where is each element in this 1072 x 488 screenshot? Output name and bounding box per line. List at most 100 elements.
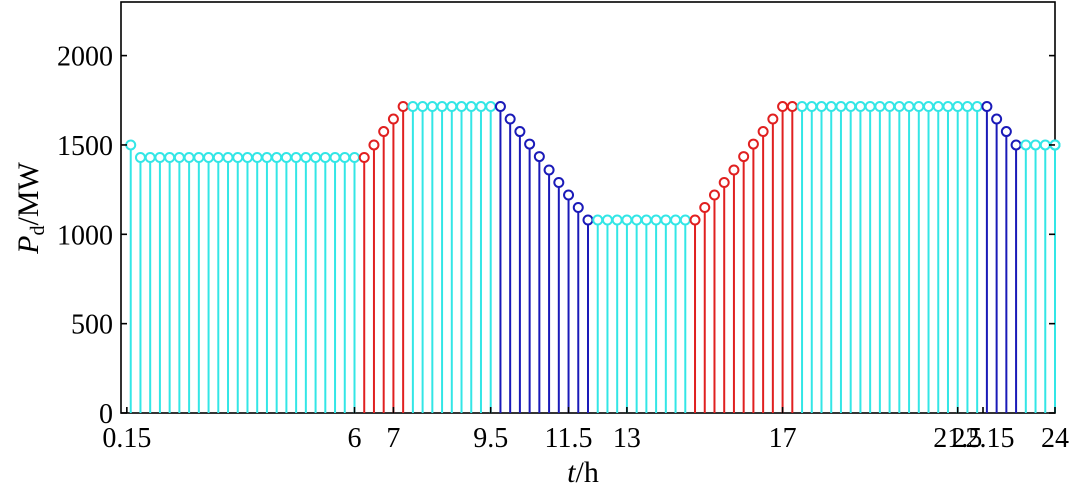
stem-marker — [222, 151, 234, 163]
stem-marker — [601, 214, 613, 226]
stem-marker — [387, 113, 399, 125]
stem-marker — [660, 214, 672, 226]
stem-marker — [621, 214, 633, 226]
stem-marker — [971, 101, 983, 113]
stem-marker — [942, 101, 954, 113]
x-tick-label: 11.5 — [545, 423, 593, 454]
stem-marker — [854, 101, 866, 113]
stem-marker — [183, 151, 195, 163]
stem-marker — [319, 151, 331, 163]
stem-marker — [708, 189, 720, 201]
stem-marker — [290, 151, 302, 163]
stem-marker — [806, 101, 818, 113]
stem-marker — [154, 151, 166, 163]
stem-marker — [407, 101, 419, 113]
y-axis-unit: /MW — [12, 161, 45, 225]
stem-marker — [757, 126, 769, 138]
stem-marker — [134, 151, 146, 163]
stem-marker — [631, 214, 643, 226]
stem-marker — [991, 113, 1003, 125]
x-tick-label: 6 — [348, 423, 362, 454]
y-axis: 0 500 1000 1500 2000 — [57, 42, 1055, 430]
y-tick-label: 500 — [71, 310, 113, 341]
x-axis-variable: t — [567, 456, 576, 488]
stem-marker — [845, 101, 857, 113]
x-tick-label: 7 — [386, 423, 400, 454]
stem-marker — [475, 101, 487, 113]
stem-marker — [825, 101, 837, 113]
stem-marker — [923, 101, 935, 113]
stem-marker — [397, 101, 409, 113]
x-tick-label: 24 — [1041, 423, 1069, 454]
stem-marker — [738, 151, 750, 163]
stem-marker — [767, 113, 779, 125]
x-axis-unit: /h — [576, 456, 599, 488]
stem-marker — [952, 101, 964, 113]
stem-marker — [1020, 139, 1032, 151]
stem-marker — [679, 214, 691, 226]
stem-marker — [533, 151, 545, 163]
stem-marker — [310, 151, 322, 163]
stem-marker — [368, 139, 380, 151]
stem-marker — [329, 151, 341, 163]
stem-marker — [446, 101, 458, 113]
stem-marker — [553, 176, 565, 188]
stem-marker — [193, 151, 205, 163]
stem-marker — [504, 113, 516, 125]
stem-marker — [251, 151, 263, 163]
stem-marker — [961, 101, 973, 113]
stem-marker — [670, 214, 682, 226]
stem-marker — [592, 214, 604, 226]
stem-marker — [699, 202, 711, 213]
stem-marker — [339, 151, 351, 163]
stem-marker — [164, 151, 176, 163]
y-axis-subscript: d — [27, 226, 49, 236]
stem-marker — [728, 164, 740, 176]
y-tick-label: 2000 — [57, 42, 113, 73]
stem-marker — [913, 101, 925, 113]
stem-marker — [300, 151, 312, 163]
stem-marker — [514, 126, 526, 138]
stem-marker — [1010, 139, 1022, 151]
stem-marker — [981, 101, 993, 113]
stem-marker — [358, 151, 370, 163]
stem-marker — [893, 101, 905, 113]
stem-marker — [932, 101, 944, 113]
stem-marker — [144, 151, 156, 163]
y-tick-label: 0 — [99, 399, 113, 430]
stem-marker — [1000, 126, 1012, 138]
stem-marker — [378, 126, 390, 138]
stem-marker — [747, 138, 759, 150]
stem-marker — [125, 139, 137, 151]
stem-marker — [611, 214, 623, 226]
stem-marker — [271, 151, 283, 163]
stem-marker — [718, 176, 730, 188]
stem-marker — [426, 101, 438, 113]
stem-marker — [816, 101, 827, 113]
stem-marker — [456, 101, 468, 113]
y-axis-variable: P — [12, 236, 45, 255]
stem-marker — [640, 214, 652, 226]
stem-marker — [572, 202, 584, 213]
stem-marker — [582, 214, 594, 226]
stem-marker — [417, 101, 429, 113]
x-tick-label: 9.5 — [473, 423, 508, 454]
stem-marker — [280, 151, 292, 163]
stem-marker — [524, 138, 536, 150]
x-axis: 0.15 6 7 9.5 11.5 13 17 21.522.15 24 — [102, 407, 1069, 454]
x-tick-label: 13 — [613, 423, 641, 454]
stem-marker — [241, 151, 253, 163]
stem-marker — [884, 101, 896, 113]
stem-marker — [543, 164, 555, 176]
stem-marker — [494, 101, 506, 113]
x-tick-label: 22.15 — [952, 423, 1015, 454]
y-tick-label: 1000 — [57, 220, 113, 251]
stem-marker — [212, 151, 224, 163]
stem-marker — [777, 101, 789, 113]
stem-marker — [563, 189, 575, 201]
x-tick-label: 17 — [769, 423, 797, 454]
stem-marker — [1030, 139, 1042, 151]
stem-marker — [349, 151, 360, 163]
stem-marker — [650, 214, 662, 226]
